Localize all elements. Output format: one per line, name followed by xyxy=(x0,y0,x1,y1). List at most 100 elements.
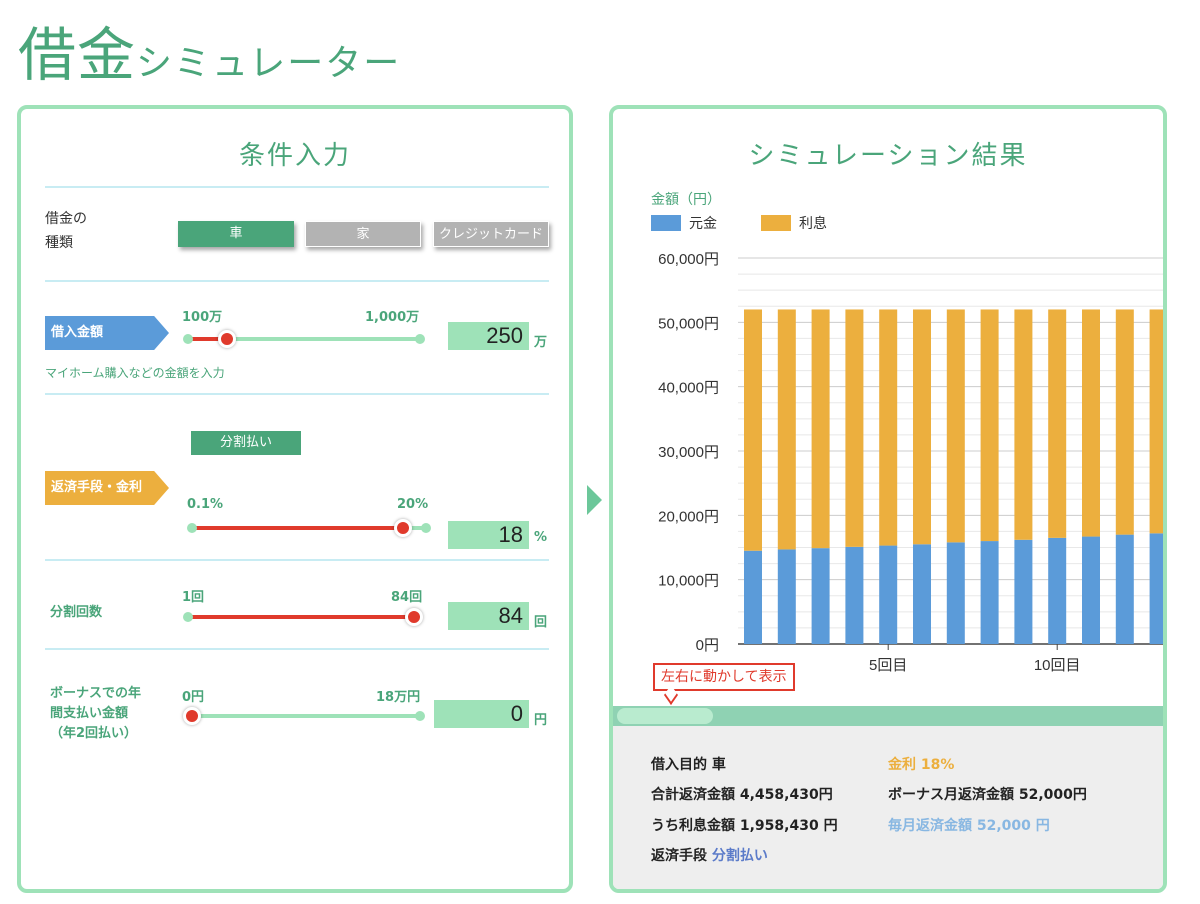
slider-max-dot xyxy=(415,711,425,721)
bar-interest[interactable] xyxy=(980,309,999,542)
summary-bonus-month-value: 52,000円 xyxy=(1018,787,1087,803)
loan-type-house-button[interactable]: 家 xyxy=(305,221,421,247)
bar-principal[interactable] xyxy=(946,542,965,644)
bar-principal[interactable] xyxy=(980,541,999,644)
bar-principal[interactable] xyxy=(879,545,898,644)
bar-principal[interactable] xyxy=(1149,533,1167,644)
legend-interest-label: 利息 xyxy=(799,216,827,232)
result-summary: 借入目的 車 金利 18% 合計返済金額 4,458,430円 ボーナス月返済金… xyxy=(613,726,1163,889)
rate-slider[interactable] xyxy=(187,519,431,537)
bar-interest[interactable] xyxy=(1082,309,1100,537)
bar-interest[interactable] xyxy=(1149,309,1167,534)
amount-note: マイホーム購入などの金額を入力 xyxy=(45,366,225,380)
y-tick-label: 10,000円 xyxy=(658,573,719,590)
summary-method-value: 分割払い xyxy=(711,848,768,864)
bar-interest[interactable] xyxy=(1115,309,1134,535)
summary-rate-value: 18% xyxy=(920,757,955,773)
rate-unit: % xyxy=(534,530,548,545)
y-tick-label: 20,000円 xyxy=(658,508,719,525)
app-title-sub: シミュレーター xyxy=(136,43,402,84)
rate-max-label: 20% xyxy=(397,497,429,512)
bar-principal[interactable] xyxy=(913,544,931,644)
y-tick-label: 30,000円 xyxy=(658,444,719,461)
bonus-label-line2: 間支払い金額 xyxy=(50,706,129,721)
app-title: 借金シミュレーター xyxy=(18,8,401,92)
bar-principal[interactable] xyxy=(1014,539,1033,644)
installments-unit: 回 xyxy=(534,615,548,630)
bar-principal[interactable] xyxy=(845,546,864,644)
rate-slider-knob[interactable] xyxy=(393,519,412,537)
bar-interest[interactable] xyxy=(879,309,898,546)
repayment-chart[interactable]: 0円 10,000円 20,000円 30,000円 40,000円 50,000円 60,… xyxy=(613,109,1167,709)
installments-slider-knob[interactable] xyxy=(405,608,423,626)
slider-min-dot xyxy=(187,523,197,533)
y-tick-label: 0円 xyxy=(696,637,719,654)
summary-bonus-month-label: ボーナス月返済金額 xyxy=(888,787,1014,803)
x-tick-label: 5回目 xyxy=(869,657,907,674)
summary-monthly: 毎月返済金額 52,000 円 xyxy=(888,815,1050,835)
divider xyxy=(45,648,549,650)
installments-label: 分割回数 xyxy=(50,605,103,620)
rate-value-field[interactable]: 18 xyxy=(448,521,529,549)
slider-max-dot xyxy=(415,334,425,344)
summary-purpose-label: 借入目的 xyxy=(651,757,707,773)
loan-type-credit-card-button[interactable]: クレジットカード xyxy=(433,221,549,247)
loan-type-car-button[interactable]: 車 xyxy=(178,221,294,247)
payment-method-installment-button[interactable]: 分割払い xyxy=(191,431,301,455)
legend-principal-label: 元金 xyxy=(689,216,717,232)
divider xyxy=(45,559,549,561)
y-axis-title: 金額（円） xyxy=(651,192,721,208)
installments-min-label: 1回 xyxy=(182,590,205,605)
bar-principal[interactable] xyxy=(811,548,830,644)
play-arrow-icon xyxy=(587,485,602,515)
chart-scroll-thumb[interactable] xyxy=(617,708,713,724)
bar-principal[interactable] xyxy=(1082,536,1100,644)
bar-principal[interactable] xyxy=(1115,534,1134,644)
bonus-unit: 円 xyxy=(534,713,548,728)
legend-interest-swatch xyxy=(761,215,791,231)
summary-purpose: 借入目的 車 xyxy=(651,754,726,774)
installments-max-label: 84回 xyxy=(391,590,423,605)
installments-slider-fill xyxy=(188,615,414,619)
summary-interest: うち利息金額 1,958,430 円 xyxy=(651,815,838,835)
bar-interest[interactable] xyxy=(1048,309,1067,538)
amount-max-label: 1,000万 xyxy=(365,310,420,325)
amount-slider-knob[interactable] xyxy=(217,330,236,348)
slider-max-dot xyxy=(421,523,431,533)
legend-principal-swatch xyxy=(651,215,681,231)
y-tick-label: 40,000円 xyxy=(658,380,719,397)
installments-value-field[interactable]: 84 xyxy=(448,602,529,630)
summary-interest-value: 1,958,430 円 xyxy=(739,818,838,834)
amount-value-field[interactable]: 250 xyxy=(448,322,529,350)
bonus-slider-knob[interactable] xyxy=(183,707,201,725)
summary-rate: 金利 18% xyxy=(888,754,954,774)
bar-interest[interactable] xyxy=(845,309,864,547)
bar-interest[interactable] xyxy=(1014,309,1033,540)
bar-interest[interactable] xyxy=(777,309,796,550)
bar-interest[interactable] xyxy=(913,309,931,545)
bar-principal[interactable] xyxy=(777,549,796,644)
input-panel-title: 条件入力 xyxy=(238,141,351,171)
bar-principal[interactable] xyxy=(1048,537,1067,644)
bar-interest[interactable] xyxy=(811,309,830,549)
bar-principal[interactable] xyxy=(744,550,762,644)
installments-slider[interactable] xyxy=(183,608,423,626)
bonus-value-field[interactable]: 0 xyxy=(434,700,529,728)
x-tick-label: 10回目 xyxy=(1034,657,1081,674)
summary-method: 返済手段 分割払い xyxy=(651,845,768,865)
bonus-label: ボーナスでの年 間支払い金額 （年2回払い） xyxy=(50,684,141,744)
chart-scrollbar[interactable] xyxy=(613,706,1163,726)
method-rate-tag: 返済手段・金利 xyxy=(45,471,169,505)
bar-interest[interactable] xyxy=(744,309,762,551)
slider-min-dot xyxy=(183,612,193,622)
amount-unit: 万 xyxy=(534,335,548,350)
result-panel-title: シミュレーション結果 xyxy=(748,141,1028,171)
amount-slider[interactable] xyxy=(183,330,425,348)
y-tick-label: 50,000円 xyxy=(658,315,719,332)
bonus-max-label: 18万円 xyxy=(376,690,421,705)
bar-interest[interactable] xyxy=(946,309,965,543)
y-tick-label: 60,000円 xyxy=(658,251,719,268)
summary-total: 合計返済金額 4,458,430円 xyxy=(651,784,833,804)
bonus-slider[interactable] xyxy=(183,707,425,725)
divider xyxy=(45,280,549,282)
